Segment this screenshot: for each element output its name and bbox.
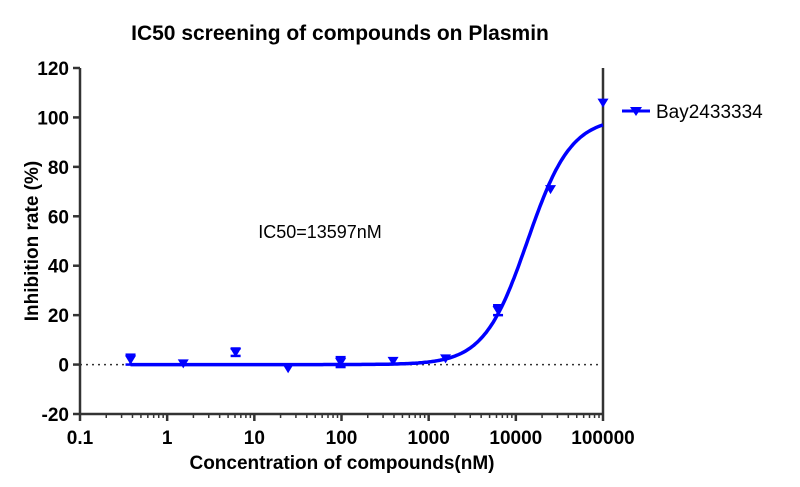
data-point xyxy=(125,355,137,365)
x-tick-label: 0.1 xyxy=(67,428,94,449)
data-point xyxy=(387,356,399,366)
legend: Bay2433334 xyxy=(622,102,763,123)
legend-label: Bay2433334 xyxy=(656,102,763,123)
y-tick-label: 80 xyxy=(48,158,69,179)
data-point xyxy=(177,359,189,369)
chart-title: IC50 screening of compounds on Plasmin xyxy=(131,22,549,45)
y-tick-label: 20 xyxy=(48,306,69,327)
y-tick-label: 40 xyxy=(48,257,69,278)
data-point xyxy=(230,348,242,358)
y-tick-label: 0 xyxy=(58,356,69,377)
data-point xyxy=(492,306,504,316)
data-point xyxy=(545,185,557,195)
data-point xyxy=(335,358,347,368)
ic50-annotation: IC50=13597nM xyxy=(258,222,382,242)
y-tick-label: 120 xyxy=(37,59,69,80)
x-tick-label: 1 xyxy=(162,428,173,449)
x-tick-label: 10 xyxy=(244,428,265,449)
data-point xyxy=(440,354,452,364)
x-tick-label: 100 xyxy=(326,428,358,449)
x-tick-label: 10000 xyxy=(489,428,542,449)
x-tick-label: 100000 xyxy=(571,428,634,449)
x-axis-label: Concentration of compounds(nM) xyxy=(189,453,494,474)
data-point xyxy=(597,98,609,108)
y-tick-label: 100 xyxy=(37,108,69,129)
y-axis-label: Inhibition rate (%) xyxy=(22,161,43,321)
legend-marker xyxy=(630,107,642,116)
y-tick-label: 60 xyxy=(48,207,69,228)
x-tick-label: 1000 xyxy=(408,428,450,449)
data-point xyxy=(282,364,294,374)
fit-curve xyxy=(130,123,604,367)
y-tick-label: -20 xyxy=(42,405,69,426)
